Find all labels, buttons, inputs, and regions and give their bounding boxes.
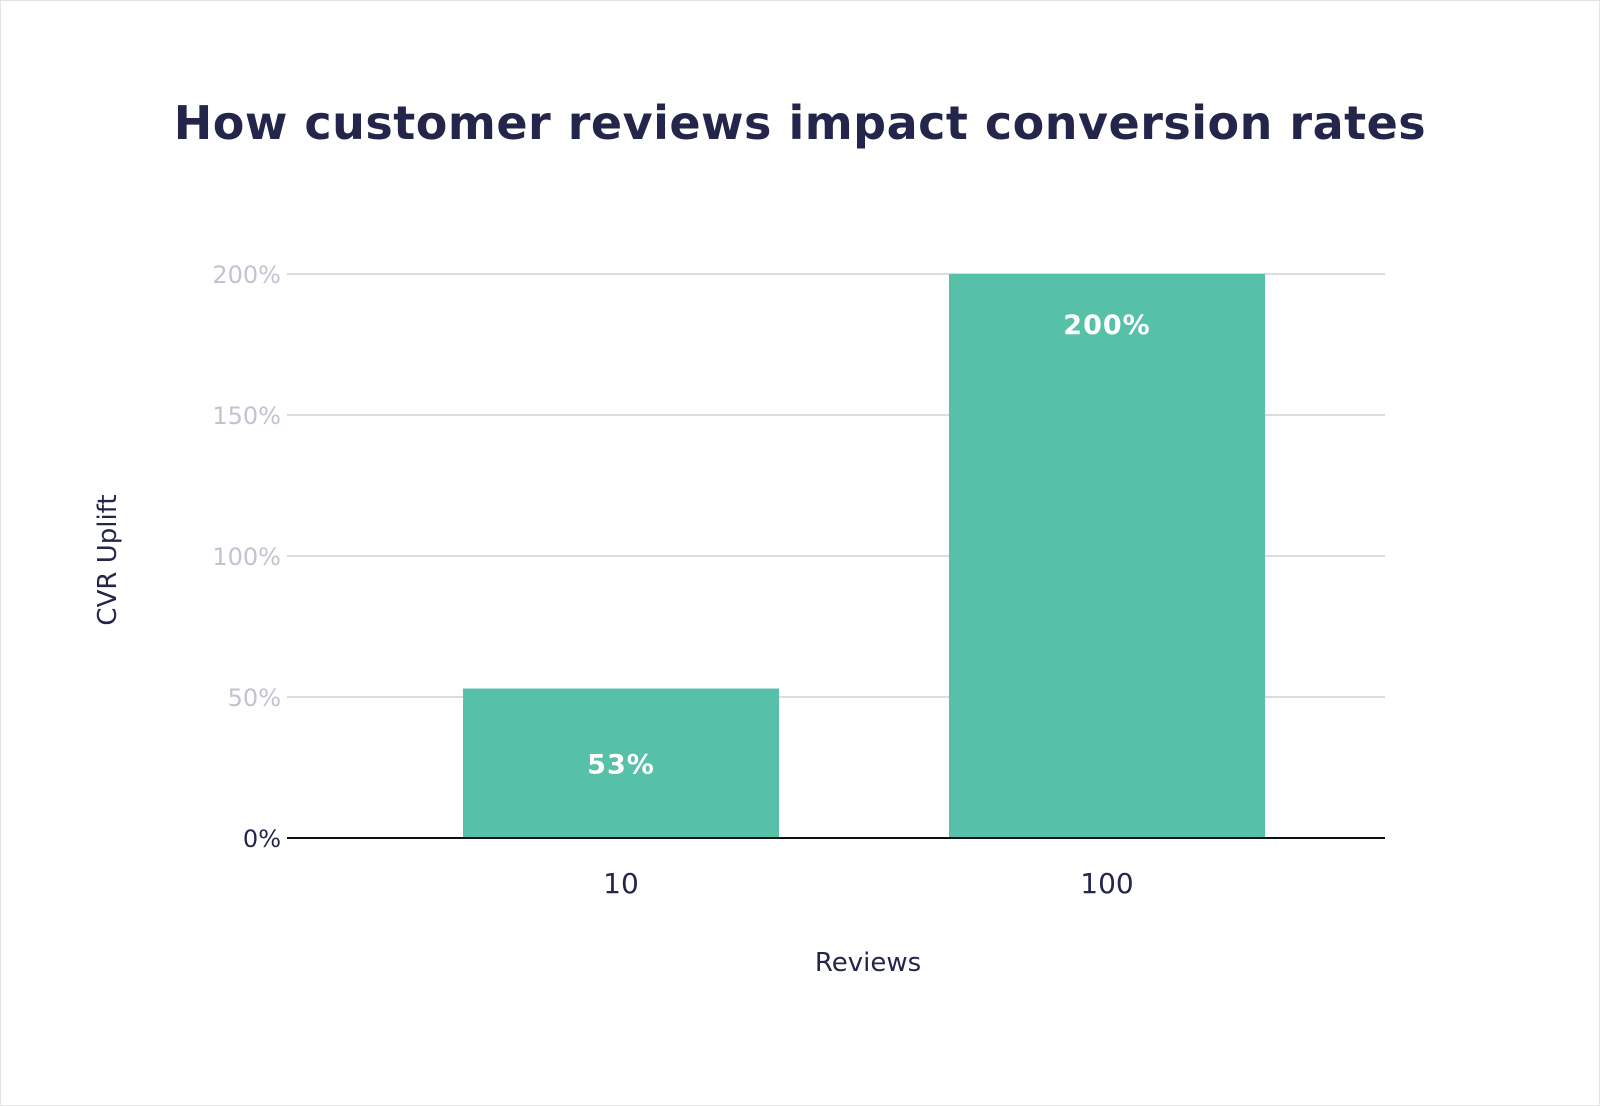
data-label: 200%	[1063, 310, 1150, 341]
y-tick-label: 0%	[243, 825, 281, 853]
x-tick-label: 100	[1080, 867, 1133, 900]
chart-title: How customer reviews impact conversion r…	[173, 96, 1427, 150]
y-tick-label: 100%	[212, 543, 281, 571]
y-tick-label: 150%	[212, 402, 281, 430]
y-tick-label: 50%	[228, 684, 281, 712]
y-tick-label: 200%	[212, 261, 281, 289]
x-tick-label: 10	[603, 867, 639, 900]
data-label: 53%	[587, 749, 655, 780]
bar	[463, 688, 779, 838]
bar	[949, 274, 1265, 838]
y-axis-label: CVR Uplift	[93, 494, 123, 626]
x-axis-label: Reviews	[814, 948, 922, 978]
